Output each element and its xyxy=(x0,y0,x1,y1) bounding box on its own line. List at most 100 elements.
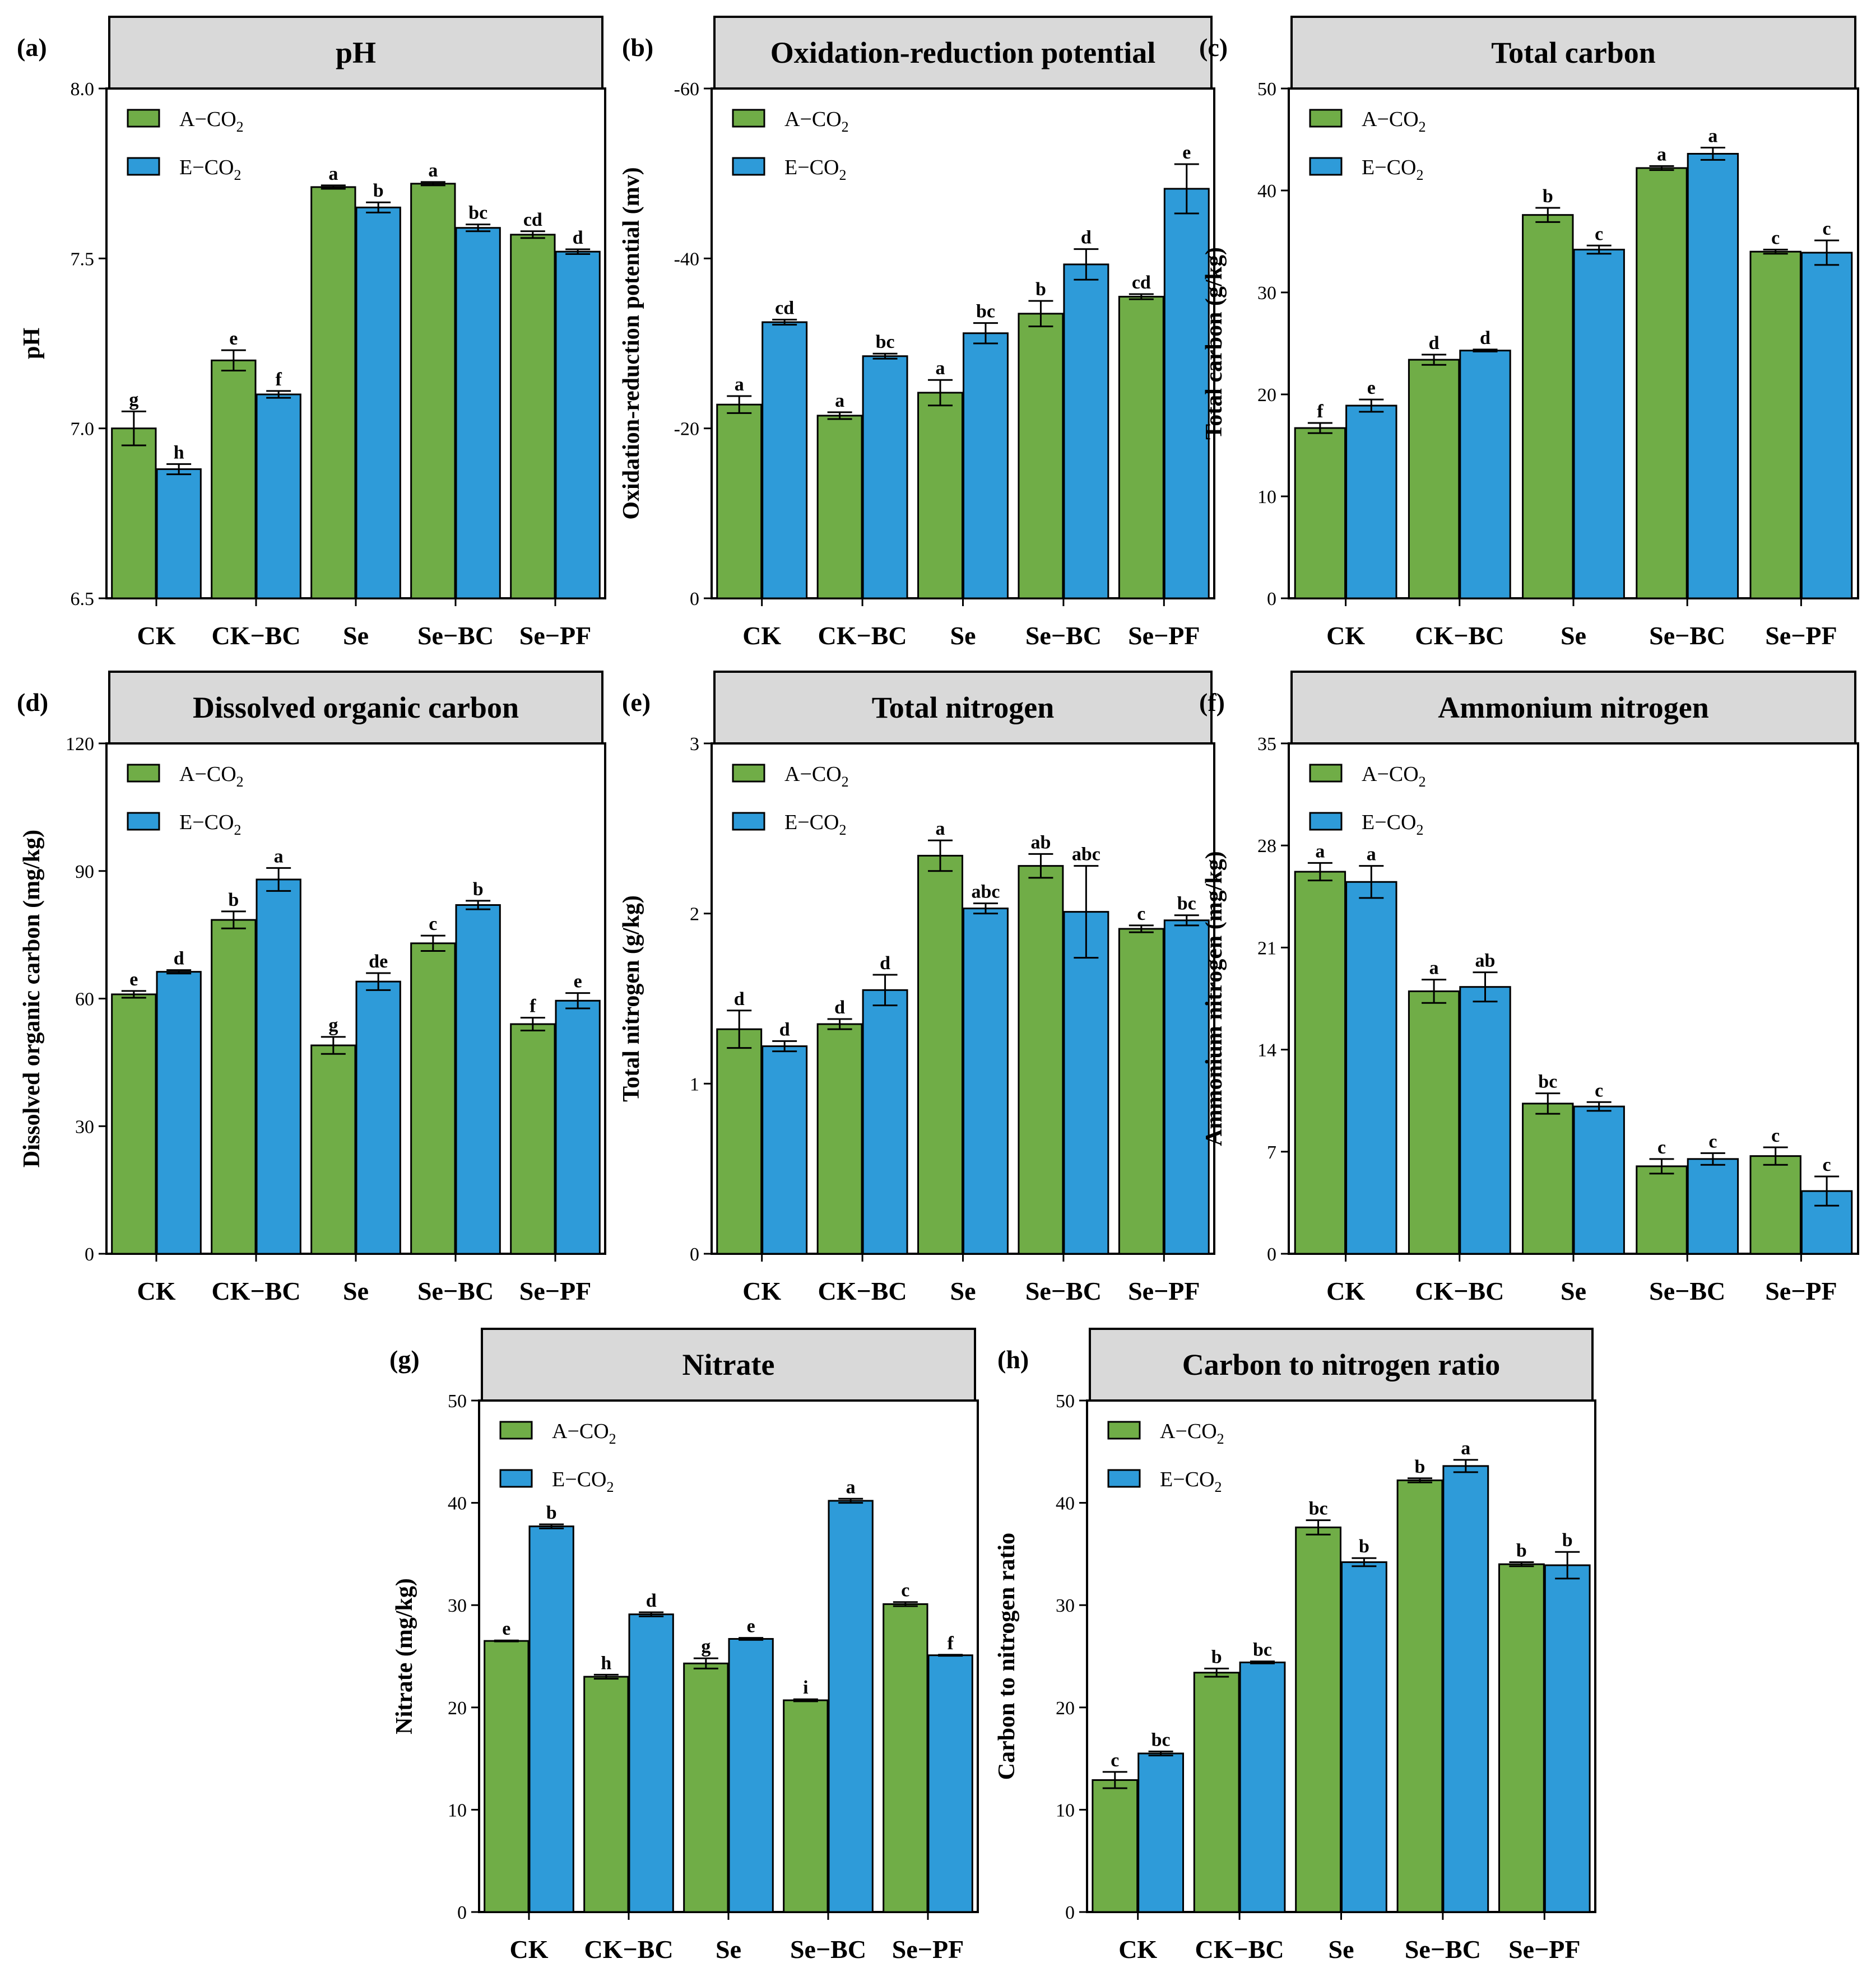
x-category-label: CK−BC xyxy=(1415,1277,1504,1305)
significance-label: a xyxy=(328,164,338,184)
legend-subscript: 2 xyxy=(1416,822,1423,838)
significance-label: f xyxy=(530,996,536,1017)
legend-a-co2: A−CO2 xyxy=(732,762,849,790)
y-tick-label: 50 xyxy=(1056,1391,1075,1412)
significance-label: d xyxy=(779,1019,790,1040)
bar-a-co2 xyxy=(1193,1672,1240,1913)
panel-tag: (h) xyxy=(997,1345,1029,1374)
y-tick-label: 1 xyxy=(690,1074,699,1095)
significance-label: a xyxy=(1315,841,1325,862)
legend-swatch xyxy=(1309,812,1343,831)
y-axis-title: Ammonium nitrogen (mg/kg) xyxy=(1201,851,1227,1146)
x-category-label: CK−BC xyxy=(211,621,300,650)
significance-label: bc xyxy=(1538,1072,1557,1092)
bar-e-co2 xyxy=(355,980,401,1255)
y-tick-label: 3 xyxy=(690,734,699,755)
significance-label: bc xyxy=(1309,1499,1328,1519)
y-tick-label: 7.5 xyxy=(71,249,95,269)
significance-label: d xyxy=(646,1590,657,1611)
y-tick-label: 60 xyxy=(75,989,94,1010)
bar-a-co2 xyxy=(1018,313,1064,599)
y-tick-label: 0 xyxy=(1065,1902,1075,1923)
panel-title-box xyxy=(713,16,1213,90)
bar-e-co2 xyxy=(455,227,501,599)
significance-label: a xyxy=(735,374,744,395)
panel-title-box xyxy=(1089,1328,1594,1402)
x-category-label: Se xyxy=(950,621,976,650)
legend-swatch xyxy=(732,812,765,831)
y-tick-label: 0 xyxy=(690,1244,699,1265)
x-category-label: Se−BC xyxy=(1025,621,1102,650)
x-category-label: Se−PF xyxy=(1765,1277,1837,1305)
legend-swatch xyxy=(732,109,765,128)
legend-label: A−CO2 xyxy=(179,762,244,790)
significance-label: abc xyxy=(971,881,1000,902)
legend-label: E−CO2 xyxy=(552,1468,614,1495)
bar-a-co2 xyxy=(1408,990,1460,1255)
y-tick-label: 6.5 xyxy=(71,589,95,610)
legend-label: E−CO2 xyxy=(784,811,846,838)
x-category-label: CK−BC xyxy=(584,1935,673,1964)
y-axis-title: Nitrate (mg/kg) xyxy=(392,1578,417,1734)
bar-a-co2 xyxy=(510,1023,556,1255)
bar-a-co2 xyxy=(211,359,257,599)
significance-label: bc xyxy=(1177,894,1196,914)
bar-a-co2 xyxy=(917,392,963,599)
legend-swatch xyxy=(127,764,160,783)
bar-e-co2 xyxy=(628,1613,674,1913)
significance-label: a xyxy=(835,390,844,411)
x-category-label: CK xyxy=(1326,1277,1365,1305)
y-tick-label: 8.0 xyxy=(71,79,95,100)
legend-subscript: 2 xyxy=(606,1479,614,1495)
bar-a-co2 xyxy=(1522,1103,1574,1255)
bar-e-co2 xyxy=(927,1654,973,1913)
legend-subscript: 2 xyxy=(839,822,846,838)
legend-label: A−CO2 xyxy=(784,762,849,790)
legend-a-co2: A−CO2 xyxy=(732,108,849,135)
bar-e-co2 xyxy=(1239,1661,1286,1913)
bar-a-co2 xyxy=(1749,1155,1801,1255)
x-category-label: Se−BC xyxy=(1649,621,1725,650)
bar-e-co2 xyxy=(1345,404,1397,599)
legend-subscript: 2 xyxy=(234,167,241,183)
panel-tag: (g) xyxy=(389,1345,420,1374)
bar-e-co2 xyxy=(528,1525,574,1913)
bar-a-co2 xyxy=(1636,1165,1688,1255)
panel-title-box xyxy=(1290,16,1856,90)
bar-e-co2 xyxy=(555,250,601,599)
legend-a-co2: A−CO2 xyxy=(1309,108,1426,135)
y-tick-label: 7.0 xyxy=(71,419,95,440)
legend-subscript: 2 xyxy=(236,774,244,790)
significance-label: g xyxy=(701,1636,711,1657)
bar-a-co2 xyxy=(816,415,863,599)
significance-label: d xyxy=(174,948,184,969)
legend-subscript: 2 xyxy=(1217,1431,1224,1447)
y-tick-label: 0 xyxy=(1267,589,1276,610)
significance-label: bc xyxy=(1253,1640,1272,1660)
significance-label: c xyxy=(1595,224,1603,244)
x-category-label: CK−BC xyxy=(818,621,907,650)
bar-a-co2 xyxy=(211,919,257,1255)
chart-panel-g: Nitrate (g) 0 10 20 30 40 50 Nitrate (mg/kg) CK e b… xyxy=(389,1328,979,1964)
panel-title: Ammonium nitrogen xyxy=(1438,691,1709,724)
legend-subscript: 2 xyxy=(839,167,846,183)
panel-title-box xyxy=(108,671,603,745)
significance-label: cd xyxy=(1132,272,1151,293)
x-category-label: Se−PF xyxy=(1128,1277,1200,1305)
significance-label: d xyxy=(834,997,845,1018)
bar-a-co2 xyxy=(1408,359,1460,599)
legend-a-co2: A−CO2 xyxy=(127,762,244,790)
significance-label: a xyxy=(1657,144,1666,165)
bar-a-co2 xyxy=(716,403,763,599)
significance-label: a xyxy=(428,160,438,181)
bar-e-co2 xyxy=(828,1500,874,1913)
x-category-label: Se xyxy=(716,1935,741,1964)
bar-e-co2 xyxy=(862,355,908,599)
legend-subscript: 2 xyxy=(842,119,849,135)
y-tick-label: 30 xyxy=(75,1117,94,1137)
bar-a-co2 xyxy=(510,234,556,599)
y-tick-label: 10 xyxy=(448,1800,467,1821)
significance-label: e xyxy=(502,1618,510,1639)
panel-title-box xyxy=(481,1328,976,1402)
significance-label: c xyxy=(1595,1080,1603,1101)
